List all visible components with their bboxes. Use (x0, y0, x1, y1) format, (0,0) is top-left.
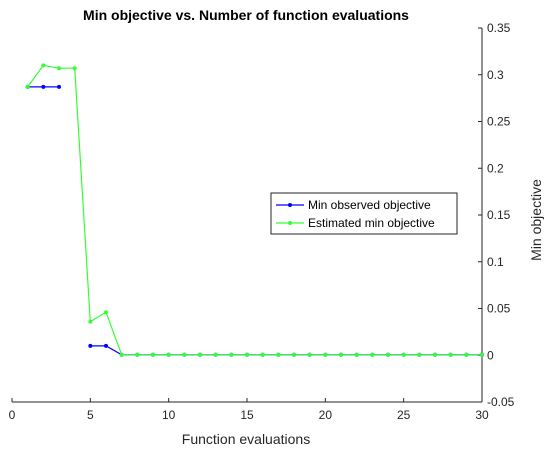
data-point (25, 84, 30, 89)
x-axis-label: Function evaluations (182, 431, 310, 447)
legend-label: Min observed objective (308, 198, 431, 212)
legend-marker (288, 203, 292, 207)
x-tick-label: 15 (240, 408, 254, 422)
data-point (57, 84, 61, 89)
data-point (386, 352, 390, 357)
data-point (135, 352, 140, 357)
data-point (88, 319, 93, 324)
y-tick-label: 0 (487, 348, 494, 362)
legend-box (270, 192, 458, 235)
data-point (41, 63, 46, 68)
data-point (245, 352, 249, 357)
y-tick-label: -0.05 (487, 395, 515, 409)
y-tick-label: 0.2 (487, 161, 504, 175)
data-point (213, 352, 218, 357)
data-point (229, 352, 234, 357)
x-axis-ticks: 0 5 10 15 20 25 30 (9, 398, 489, 422)
series-1 (25, 63, 484, 357)
legend-label: Estimated min objective (308, 216, 435, 230)
series-line (27, 64, 482, 356)
data-point (292, 352, 296, 357)
data-point (401, 352, 406, 357)
y-tick-label: 0.1 (487, 255, 504, 269)
data-point (339, 352, 343, 357)
data-point (88, 343, 93, 348)
x-tick-label: 30 (475, 408, 489, 422)
y-axis-ticks: -0.05 0 0.05 0.1 0.15 0.2 0.25 0.3 0.35 (478, 21, 515, 409)
x-tick-label: 25 (397, 408, 411, 422)
data-point (276, 352, 281, 357)
data-point (307, 352, 312, 357)
legend: Min observed objective Estimated min obje… (270, 192, 458, 235)
data-point (166, 352, 171, 357)
data-point (448, 352, 453, 357)
data-point (182, 352, 187, 357)
legend-marker (288, 221, 292, 225)
chart-title: Min objective vs. Number of function eva… (83, 7, 409, 23)
y-tick-label: 0.05 (487, 302, 511, 316)
y-axis-label: Min objective (528, 179, 544, 261)
data-point (354, 352, 359, 357)
data-point (433, 352, 437, 357)
data-point (198, 352, 202, 357)
data-point (72, 66, 77, 71)
y-tick-label: 0.3 (487, 68, 504, 82)
data-point (119, 352, 124, 357)
data-point (464, 352, 469, 357)
data-point (323, 352, 328, 357)
data-point (370, 352, 375, 357)
x-tick-label: 5 (87, 408, 94, 422)
data-point (104, 310, 108, 315)
x-tick-label: 10 (162, 408, 176, 422)
x-tick-label: 0 (9, 408, 16, 422)
series-line (90, 345, 482, 356)
data-point (260, 352, 265, 357)
data-point (41, 84, 46, 89)
data-point (480, 352, 484, 357)
y-tick-label: 0.15 (487, 208, 511, 222)
y-tick-label: 0.25 (487, 115, 511, 129)
data-point (417, 352, 422, 357)
series-layer (25, 63, 484, 357)
data-point (151, 352, 155, 357)
data-point (57, 66, 61, 71)
x-tick-label: 20 (319, 408, 333, 422)
data-point (104, 343, 108, 348)
y-tick-label: 0.35 (487, 21, 511, 35)
